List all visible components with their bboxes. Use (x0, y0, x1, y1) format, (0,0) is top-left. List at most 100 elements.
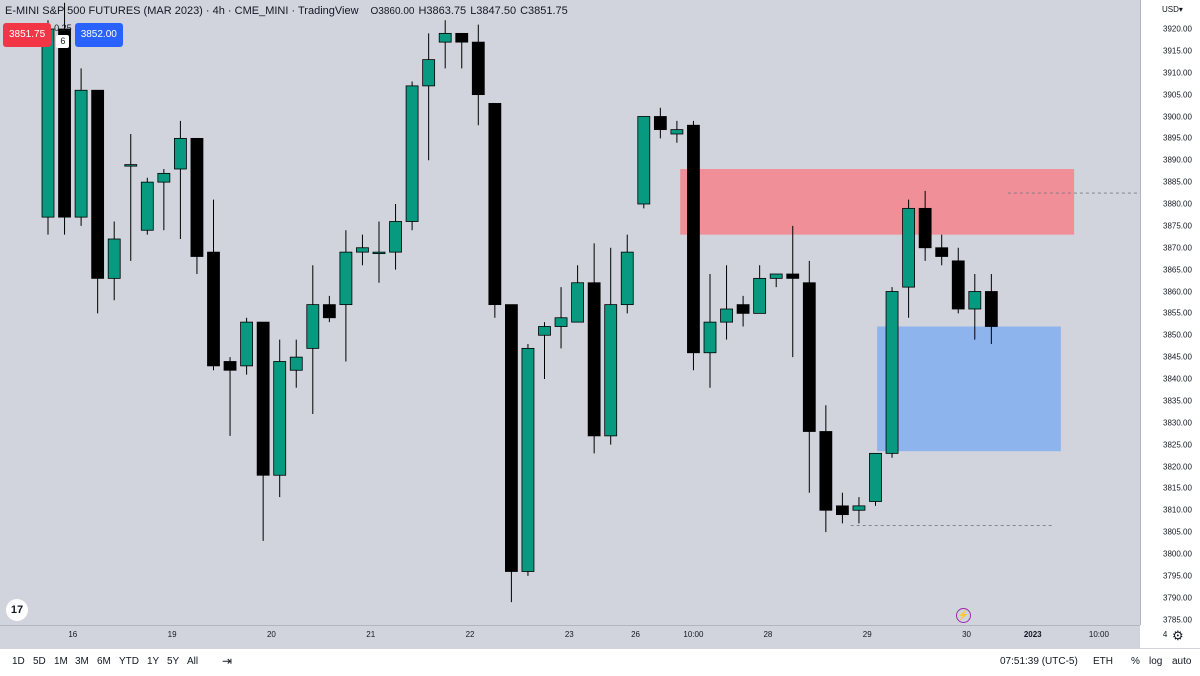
candle-body (107, 238, 121, 279)
time-tick-label: 4 (1162, 630, 1168, 639)
currency-selector[interactable]: USD▾ (1162, 5, 1183, 14)
price-tick-label: 3850.00 (1163, 330, 1192, 340)
sell-button[interactable]: 3851.75 (3, 23, 52, 47)
price-tick-label: 3880.00 (1163, 199, 1192, 209)
auto-toggle[interactable]: auto (1172, 656, 1192, 667)
candle-body (356, 247, 369, 253)
calendar-range-icon[interactable]: ⇥ (222, 654, 233, 668)
price-tick-label: 3805.00 (1163, 527, 1192, 537)
candle-body (918, 207, 932, 249)
price-tick-label: 3785.00 (1163, 615, 1192, 625)
price-tick-label: 3800.00 (1163, 549, 1192, 559)
candle-body (389, 221, 402, 253)
candle-body (322, 304, 336, 319)
candle-body (289, 356, 303, 371)
candle-body (504, 304, 518, 572)
time-tick-label: 26 (631, 630, 640, 639)
range-3m[interactable]: 3M (75, 656, 89, 667)
clock-timezone[interactable]: 07:51:39 (UTC-5) (1000, 656, 1078, 667)
candlestick-chart[interactable] (0, 0, 1140, 625)
price-tick-label: 3835.00 (1163, 396, 1192, 406)
bottom-toolbar: 1D 5D 1M 3M 6M YTD 1Y 5Y All ⇥ 07:51:39 … (0, 648, 1200, 676)
candle-body (720, 308, 733, 323)
range-6m[interactable]: 6M (97, 656, 111, 667)
candle-body (968, 291, 982, 310)
candle-body (587, 282, 601, 437)
symbol-header: E-MINI S&P 500 FUTURES (MAR 2023) · 4h ·… (5, 5, 568, 17)
session-toggle[interactable]: ETH (1093, 656, 1113, 667)
price-tick-label: 3820.00 (1163, 462, 1192, 471)
price-tick-label: 3845.00 (1163, 352, 1192, 362)
log-toggle[interactable]: log (1149, 656, 1163, 667)
time-tick-label: 16 (68, 630, 78, 639)
candle-body (554, 317, 568, 327)
candle-body (190, 137, 204, 257)
range-1d[interactable]: 1D (12, 656, 25, 667)
candle-body (802, 282, 816, 432)
candle-body (173, 137, 187, 170)
time-tick-label: 20 (266, 630, 276, 639)
price-tick-label: 3915.00 (1163, 46, 1192, 56)
range-1m[interactable]: 1M (54, 656, 68, 667)
candle-body (687, 124, 700, 354)
candle-body (653, 116, 667, 131)
ohlc-close: C3851.75 (520, 5, 568, 17)
price-tick-label: 3900.00 (1163, 112, 1192, 121)
candle-body (670, 129, 684, 135)
symbol-title[interactable]: E-MINI S&P 500 FUTURES (MAR 2023) · 4h ·… (5, 5, 359, 17)
range-1y[interactable]: 1Y (147, 656, 160, 667)
candle-body (256, 321, 270, 476)
lightning-icon[interactable]: ⚡ (956, 608, 971, 623)
quantity-input[interactable]: 6 (56, 35, 70, 48)
candle-body (140, 181, 154, 231)
candle-body (207, 251, 220, 367)
candle-body (736, 304, 750, 314)
candle-body (951, 260, 965, 310)
candle-body (703, 321, 717, 354)
candle-body (223, 361, 237, 371)
candle-body (41, 28, 55, 218)
candle-body (836, 505, 849, 516)
candle-body (984, 291, 998, 327)
candle-body (157, 172, 171, 183)
candle-body (455, 32, 469, 43)
candle-body (637, 116, 651, 205)
candle-body (273, 361, 287, 476)
price-tick-label: 3890.00 (1163, 155, 1192, 165)
price-tick-label: 3865.00 (1163, 265, 1192, 275)
price-tick-label: 3855.00 (1163, 308, 1192, 318)
range-ytd[interactable]: YTD (119, 656, 139, 667)
gear-icon[interactable]: ⚙ (1172, 628, 1184, 643)
range-5d[interactable]: 5D (33, 656, 46, 667)
candle-body (372, 251, 386, 255)
price-tick-label: 3910.00 (1163, 68, 1192, 78)
price-tick-label: 3905.00 (1163, 90, 1192, 100)
candle-body (58, 28, 71, 218)
candle-body (769, 273, 783, 279)
price-tick-label: 3860.00 (1163, 287, 1192, 296)
percent-toggle[interactable]: % (1131, 656, 1140, 667)
tradingview-logo-icon[interactable]: 17 (6, 599, 28, 621)
supply-zone (680, 169, 1075, 235)
price-axis[interactable] (1140, 0, 1200, 625)
chart-pane[interactable] (0, 0, 1140, 625)
trade-buttons: 3851.75 0.25 6 3852.00 (3, 23, 123, 48)
price-tick-label: 3815.00 (1163, 483, 1192, 493)
range-5y[interactable]: 5Y (167, 656, 180, 667)
price-tick-label: 3895.00 (1163, 133, 1192, 143)
candle-body (753, 277, 767, 314)
price-tick-label: 3875.00 (1163, 221, 1192, 231)
range-all[interactable]: All (187, 656, 199, 667)
price-tick-label: 3790.00 (1163, 593, 1192, 603)
buy-button[interactable]: 3852.00 (74, 23, 123, 47)
time-tick-label: 2023 (1023, 630, 1042, 639)
candle-body (571, 282, 584, 323)
candle-body (306, 304, 320, 349)
candle-body (405, 85, 419, 222)
candle-body (488, 102, 502, 306)
ohlc-open: O3860.00 (370, 5, 415, 17)
time-tick-label: 29 (862, 630, 872, 639)
candle-body (935, 247, 949, 257)
ohlc-low: L3847.50 (470, 5, 517, 17)
time-axis[interactable] (0, 625, 1140, 648)
